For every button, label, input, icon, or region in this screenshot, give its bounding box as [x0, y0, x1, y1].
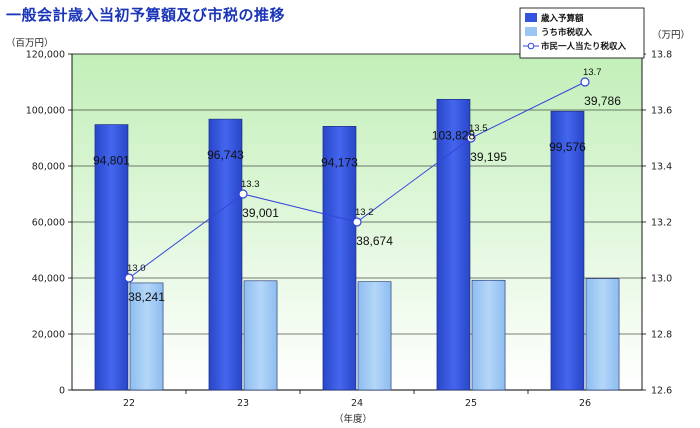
revenue-bar	[436, 98, 471, 391]
percapita-point	[580, 77, 590, 87]
legend-swatch-revenue	[525, 13, 537, 22]
percapita-point-label: 13.3	[241, 179, 260, 190]
y2-tick-label: 12.6	[651, 386, 672, 397]
citytax-bar	[471, 279, 506, 391]
revenue-bar-label: 103,828	[432, 128, 476, 142]
legend-label-revenue: 歳入予算額	[540, 13, 584, 24]
y1-tick-label: 0	[59, 386, 65, 397]
citytax-bar	[129, 282, 164, 391]
x-tick-label: 25	[465, 398, 477, 409]
percapita-point-label: 13.2	[355, 207, 374, 218]
data-labels: 94,801 96,743 94,173 103,828 99,576 38,241 39,…	[93, 67, 621, 304]
x-tick-label: 26	[579, 398, 591, 409]
y1-tick-label: 40,000	[32, 274, 65, 285]
citytax-bar-label: 39,786	[584, 94, 621, 108]
x-tick-label: 22	[123, 398, 135, 409]
y2-tick-label: 13.2	[651, 218, 672, 229]
y2-tick-label: 13.4	[651, 162, 672, 173]
bars	[94, 98, 620, 391]
legend-marker-percapita	[527, 42, 535, 50]
percapita-point-label: 13.7	[583, 67, 602, 78]
y2-tick-label: 12.8	[651, 330, 672, 341]
legend-label-percapita: 市民一人当たり税収入	[541, 41, 627, 52]
percapita-point-label: 13.0	[127, 263, 146, 274]
y1-tick-label: 20,000	[32, 330, 65, 341]
citytax-bar-label: 39,195	[470, 150, 507, 164]
revenue-bar-label: 99,576	[549, 140, 586, 154]
y1-axis-unit: （百万円）	[6, 37, 54, 49]
revenue-bar-label: 96,743	[207, 148, 244, 162]
y1-tick-label: 80,000	[32, 162, 65, 173]
line-series	[124, 77, 590, 283]
revenue-bar-label: 94,801	[93, 154, 130, 168]
legend-swatch-citytax	[525, 27, 537, 36]
chart-title: 一般会計歳入当初予算額及び市税の推移	[6, 6, 286, 24]
y2-tick-label: 13.6	[651, 106, 672, 117]
legend-label-citytax: うち市税収入	[541, 27, 593, 38]
percapita-point-label: 13.5	[469, 123, 488, 134]
citytax-bar-label: 38,674	[356, 234, 393, 248]
percapita-point	[124, 273, 134, 283]
y2-axis-unit: （万円）	[652, 29, 690, 41]
y2-tick-label: 13.8	[651, 50, 672, 61]
citytax-bar-label: 39,001	[242, 206, 279, 220]
percapita-point	[352, 217, 362, 227]
y1-tick-label: 100,000	[26, 106, 65, 117]
percapita-point	[466, 133, 476, 143]
citytax-bar	[585, 278, 620, 391]
revenue-bar	[208, 118, 243, 391]
x-tick-label: 24	[351, 398, 363, 409]
x-axis-unit: （年度）	[334, 413, 372, 425]
y2-tick-label: 13.0	[651, 274, 672, 285]
citytax-bar	[243, 280, 278, 391]
legend-box	[519, 7, 645, 59]
citytax-bar-label: 38,241	[128, 290, 165, 304]
revenue-bar-label: 94,173	[321, 155, 358, 169]
y1-tick-label: 120,000	[26, 50, 65, 61]
revenue-bar	[550, 110, 585, 391]
citytax-bar	[357, 281, 392, 391]
revenue-bar	[94, 124, 129, 391]
revenue-bar	[322, 126, 357, 391]
legend: 歳入予算額 うち市税収入 市民一人当たり税収入	[519, 7, 645, 59]
y1-tick-label: 60,000	[32, 218, 65, 229]
x-tick-label: 23	[237, 398, 249, 409]
percapita-point	[238, 189, 248, 199]
axes: 0 20,000 40,000 60,000 80,000 100,000 120,000 1…	[26, 50, 672, 410]
